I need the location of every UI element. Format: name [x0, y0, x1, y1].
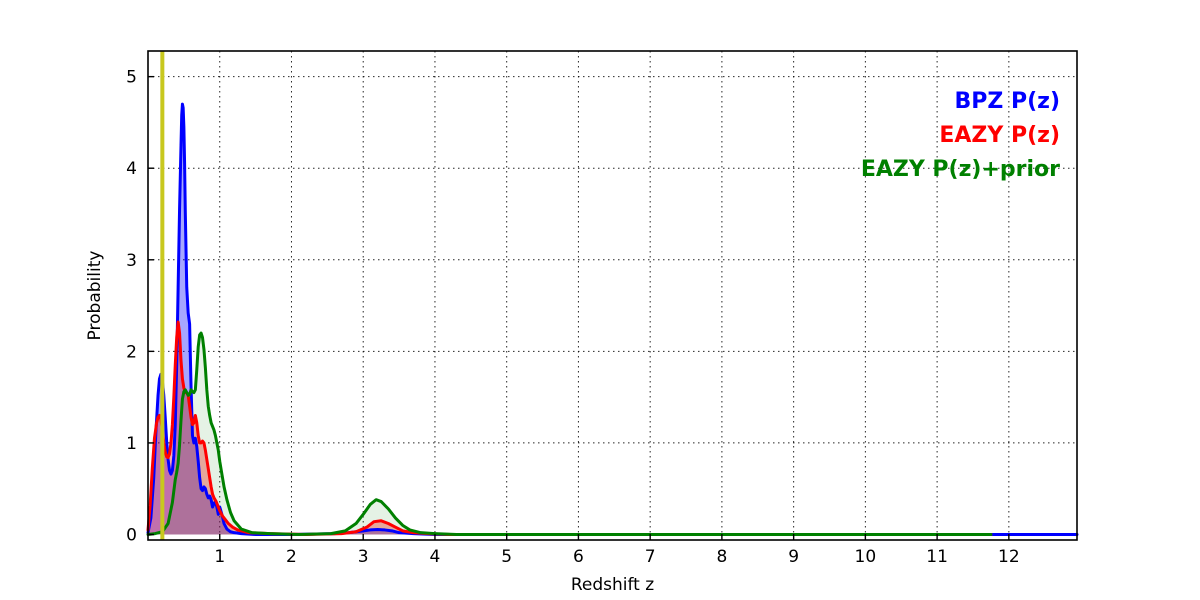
plot-background	[148, 51, 1077, 540]
y-tick-label: 3	[126, 251, 137, 271]
x-tick-label: 4	[430, 547, 441, 567]
grid-lines	[148, 51, 1077, 540]
axes-frame	[147, 50, 1078, 541]
y-tick-label: 0	[126, 526, 137, 546]
series-line	[146, 102, 1079, 537]
axis-ticks	[148, 75, 1010, 540]
series-layer	[146, 102, 1079, 537]
x-tick-label: 7	[645, 547, 656, 567]
x-axis-title: Redshift z	[571, 575, 654, 595]
x-tick-label: 8	[716, 547, 727, 567]
plot-frame	[147, 50, 1078, 541]
x-tick-label: 1	[214, 547, 225, 567]
x-tick-label: 2	[286, 547, 297, 567]
x-tick-label: 12	[998, 547, 1020, 567]
x-tick-label: 5	[501, 547, 512, 567]
series-line	[146, 320, 993, 537]
x-tick-label: 11	[926, 547, 948, 567]
series-line	[146, 331, 993, 537]
y-axis-title: Probability	[85, 251, 105, 341]
x-tick-label: 9	[788, 547, 799, 567]
y-tick-label: 2	[126, 342, 137, 362]
x-tick-label: 6	[573, 547, 584, 567]
legend: BPZ P(z) EAZY P(z) EAZY P(z)+prior	[861, 89, 1060, 182]
x-tick-label: 3	[358, 547, 369, 567]
y-tick-label: 1	[126, 434, 137, 454]
legend-item-2: EAZY P(z)+prior	[861, 157, 1060, 182]
x-tick-label: 10	[855, 547, 877, 567]
y-tick-label: 4	[126, 159, 137, 179]
y-tick-label: 5	[126, 68, 137, 88]
legend-item-1: EAZY P(z)	[939, 123, 1060, 148]
legend-item-0: BPZ P(z)	[954, 89, 1060, 114]
